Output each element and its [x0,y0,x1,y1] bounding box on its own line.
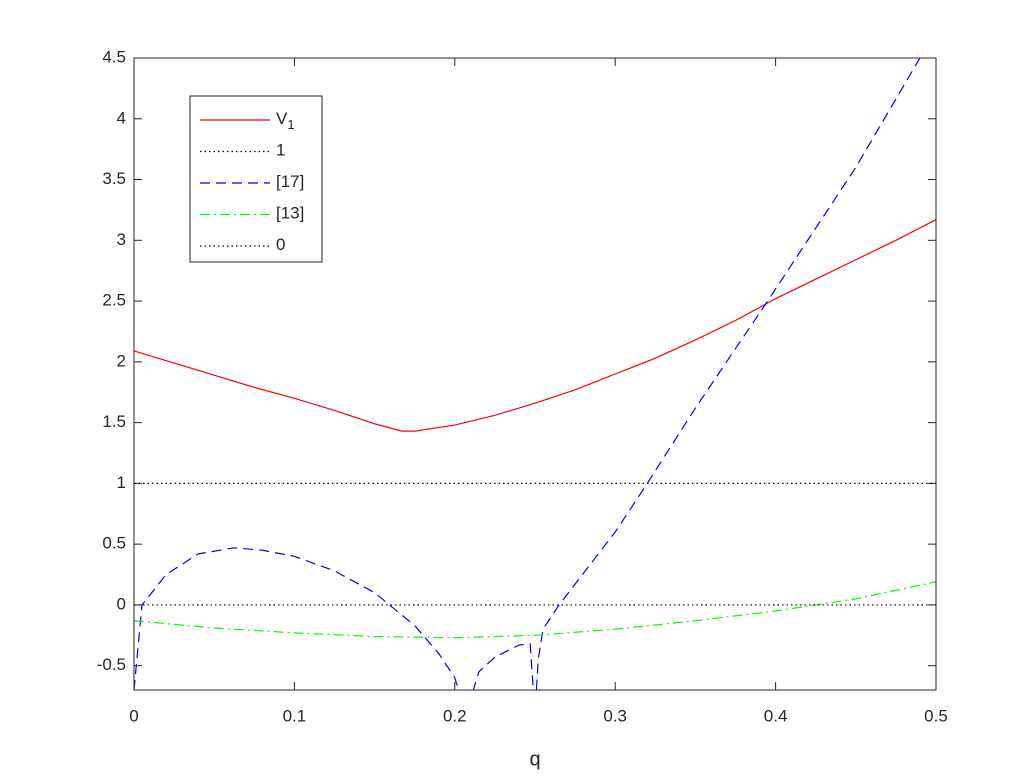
legend-label: [13] [276,204,304,223]
plot-area [134,58,936,690]
y-tick-label: 3 [117,230,126,249]
y-tick-label: 4 [117,108,126,127]
series-line [134,581,936,639]
y-tick-label: 2 [117,351,126,370]
y-tick-label: 1.5 [102,412,126,431]
legend-label: [17] [276,172,304,191]
x-tick-label: 0 [129,706,138,725]
series-line [134,58,921,690]
legend-subscript: 1 [287,117,294,132]
x-tick-label: 0.3 [603,706,627,725]
axes-box [133,57,937,691]
series-line [134,219,936,432]
x-tick-label: 0.1 [283,706,307,725]
x-axis-label: q [529,748,540,770]
x-tick-label: 0.5 [924,706,948,725]
y-tick-label: 4.5 [102,47,126,66]
legend-label: 0 [276,235,285,254]
legend-name: 1 [276,141,285,160]
legend-name: V [276,109,288,128]
legend-label: 1 [276,141,285,160]
y-tick-label: -0.5 [97,655,126,674]
legend-label: V1 [276,109,295,132]
legend-name: [13] [276,204,304,223]
x-tick-label: 0.4 [764,706,788,725]
y-tick-label: 0.5 [102,534,126,553]
y-tick-label: 1 [117,473,126,492]
legend-box [189,95,323,263]
legend-name: [17] [276,172,304,191]
y-tick-label: 2.5 [102,291,126,310]
legend-name: 0 [276,235,285,254]
y-tick-label: 3.5 [102,169,126,188]
x-tick-label: 0.2 [443,706,467,725]
y-tick-label: 0 [117,594,126,613]
